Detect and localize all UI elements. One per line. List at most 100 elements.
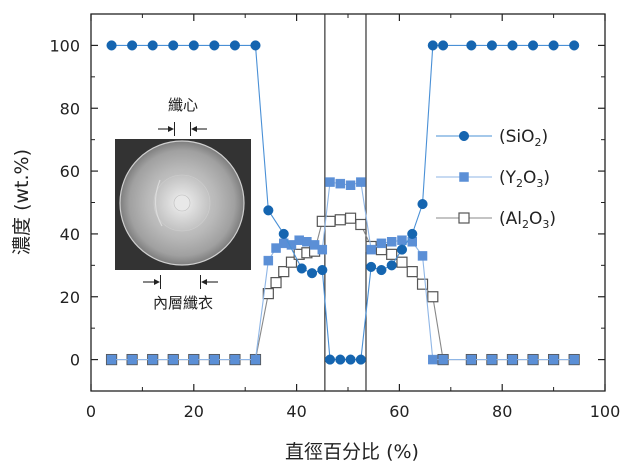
data-point: [407, 228, 418, 239]
data-point: [335, 354, 346, 365]
data-point: [507, 354, 518, 365]
fiber-scratch: [154, 179, 163, 227]
data-point: [406, 266, 418, 278]
x-tick-label: 0: [86, 402, 96, 421]
data-point: [209, 354, 220, 365]
data-point: [417, 199, 428, 210]
data-point: [263, 255, 274, 266]
data-point: [278, 228, 289, 239]
data-point: [147, 40, 158, 51]
data-point: [168, 40, 179, 51]
x-axis-title: 直徑百分比 (%): [285, 441, 419, 463]
data-point: [459, 172, 469, 182]
y-tick-label: 40: [60, 225, 80, 244]
data-point: [147, 354, 158, 365]
legend-label: (SiO2): [499, 127, 548, 149]
inset-fiber-image: 纖心 內層纖衣: [115, 96, 251, 312]
series-0: [106, 40, 580, 365]
data-point: [527, 40, 539, 51]
data-point: [458, 130, 470, 142]
data-point: [386, 248, 398, 260]
x-tick-label: 100: [590, 402, 621, 421]
data-point: [528, 354, 538, 365]
series-layer: [105, 40, 580, 366]
y-axis-title: 濃度 (wt.%): [11, 149, 33, 255]
data-point: [569, 40, 580, 51]
data-point: [106, 40, 117, 51]
legend: (SiO2) (Y2O3) (Al2O3): [436, 127, 556, 231]
y-tick-label: 20: [60, 288, 80, 307]
data-point: [345, 354, 356, 365]
data-point: [278, 266, 290, 278]
data-point: [438, 40, 449, 51]
x-tick-label: 20: [184, 402, 204, 421]
data-point: [344, 212, 357, 224]
inset-top-label: 纖心: [168, 96, 198, 114]
fiber-core: [173, 194, 191, 212]
data-point: [188, 40, 199, 51]
data-point: [486, 40, 497, 51]
data-point: [366, 261, 377, 272]
data-point: [507, 40, 518, 51]
data-point: [569, 354, 579, 365]
data-point: [355, 354, 366, 365]
data-point: [334, 214, 346, 226]
data-point: [230, 354, 240, 365]
data-point: [386, 260, 397, 271]
legend-label: (Al2O3): [499, 209, 556, 231]
data-point: [168, 354, 178, 365]
data-point: [324, 215, 336, 227]
data-point: [345, 180, 356, 190]
data-point: [189, 354, 199, 365]
data-point: [416, 278, 429, 290]
data-point: [466, 40, 477, 51]
data-point: [366, 244, 376, 255]
data-point: [397, 235, 407, 245]
data-point: [356, 177, 366, 187]
y-tick-label: 80: [60, 99, 80, 118]
data-point: [317, 264, 328, 276]
data-point: [262, 288, 274, 300]
inset-bottom-label: 內層纖衣: [153, 294, 213, 312]
data-point: [427, 291, 439, 303]
data-point: [376, 238, 387, 249]
boundary-lines: [324, 14, 367, 391]
data-point: [438, 354, 448, 365]
y-tick-label: 100: [49, 36, 80, 55]
legend-label: (Y2O3): [499, 168, 550, 190]
data-point: [428, 354, 438, 365]
data-point: [229, 40, 240, 51]
series-1: [106, 177, 579, 365]
series-line: [111, 181, 575, 361]
x-tick-label: 40: [286, 402, 306, 421]
data-point: [127, 354, 137, 365]
data-point: [250, 40, 261, 51]
data-point: [466, 354, 477, 365]
data-point: [250, 354, 261, 365]
data-point: [296, 263, 307, 274]
x-tick-label: 60: [389, 402, 409, 421]
data-point: [458, 212, 470, 224]
x-tick-label: 80: [492, 402, 512, 421]
data-point: [396, 256, 408, 268]
data-point: [127, 40, 138, 51]
data-point: [209, 40, 220, 51]
data-point: [325, 177, 335, 187]
data-point: [324, 354, 336, 365]
data-point: [335, 178, 346, 189]
data-point: [548, 40, 559, 51]
clad-left-arrowhead: [154, 279, 160, 285]
data-point: [417, 251, 428, 261]
axes: 0 20 40 60 80 100 0 20 40 60 80 100: [49, 14, 620, 421]
data-point: [548, 354, 559, 365]
data-point: [487, 354, 497, 365]
data-point: [306, 268, 318, 279]
data-point: [427, 40, 438, 51]
data-point: [317, 244, 328, 255]
data-point: [106, 354, 117, 365]
data-point: [263, 205, 274, 216]
data-point: [355, 218, 367, 231]
y-tick-label: 0: [70, 351, 80, 370]
core-left-arrowhead: [168, 126, 174, 132]
